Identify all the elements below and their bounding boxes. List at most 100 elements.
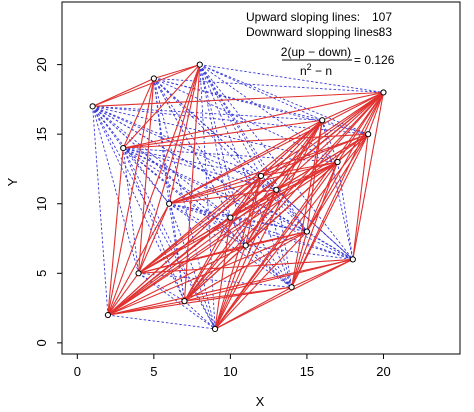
upward-line: [138, 161, 338, 274]
upward-line: [214, 175, 262, 330]
downward-line: [92, 106, 139, 274]
down-count-value: 83: [379, 25, 393, 39]
downward-line: [138, 272, 292, 288]
upward-line: [183, 64, 201, 302]
upward-line: [107, 286, 292, 316]
upward-line: [291, 161, 339, 288]
downward-line: [245, 245, 292, 288]
formula-numerator: 2(up − down): [281, 45, 351, 59]
upward-line: [153, 64, 200, 80]
downward-line: [184, 300, 216, 330]
formula-denominator: n2 − n: [300, 62, 332, 78]
upward-line: [183, 175, 262, 302]
upward-line: [168, 64, 201, 204]
downward-line: [92, 105, 231, 219]
upward-line: [275, 119, 323, 191]
downward-line: [337, 161, 354, 260]
upward-line: [107, 244, 246, 316]
data-point: [166, 200, 173, 207]
upward-line: [168, 91, 384, 205]
data-point: [120, 144, 127, 152]
upward-line: [306, 161, 339, 232]
y-tick-label: 10: [34, 197, 49, 211]
downward-line: [153, 78, 292, 288]
upward-line: [107, 189, 277, 316]
x-axis-title: X: [256, 394, 265, 409]
downward-line: [245, 245, 353, 260]
upward-line: [137, 78, 155, 274]
downward-line: [92, 105, 354, 260]
downward-line: [122, 147, 216, 330]
upward-line: [184, 286, 292, 302]
downward-line: [199, 64, 338, 163]
plot-frame: [61, 1, 461, 355]
downward-line: [122, 147, 292, 288]
downward-line: [168, 203, 185, 302]
upward-line: [107, 78, 155, 316]
upward-line: [229, 175, 262, 218]
upward-line: [183, 217, 231, 302]
data-point: [181, 298, 188, 305]
downward-line: [122, 147, 231, 219]
upward-line: [184, 258, 353, 302]
upward-line: [214, 258, 354, 330]
y-axis-title: Y: [5, 177, 20, 186]
upward-line: [352, 92, 385, 260]
upward-line: [229, 119, 323, 219]
downward-line: [92, 106, 170, 205]
downward-line: [122, 148, 139, 274]
data-point: [211, 325, 219, 333]
upward-line: [291, 231, 308, 288]
upward-line: [107, 64, 201, 316]
upward-line: [245, 231, 308, 247]
upward-line: [291, 92, 384, 288]
upward-line: [138, 203, 170, 274]
downward-line: [199, 64, 231, 218]
y-tick-label: 0: [34, 339, 49, 346]
data-point: [257, 172, 265, 180]
downward-line: [199, 64, 369, 135]
data-point: [196, 61, 203, 68]
upward-line: [168, 175, 262, 205]
down-count-label: Downward slopping lines:: [246, 25, 382, 39]
data-point: [242, 242, 249, 249]
downward-line: [153, 78, 369, 135]
downward-line: [199, 64, 308, 232]
upward-line: [276, 161, 338, 191]
upward-line: [168, 119, 323, 205]
y-tick-label: 5: [34, 270, 49, 277]
upward-line: [184, 189, 277, 302]
upward-line: [92, 78, 155, 107]
data-point: [227, 214, 234, 221]
downward-line: [230, 217, 308, 233]
data-point: [150, 75, 157, 82]
downward-line: [122, 147, 246, 246]
downward-line: [92, 106, 109, 316]
upward-line: [214, 245, 247, 330]
upward-line: [184, 231, 308, 302]
downward-line: [153, 78, 338, 163]
upward-line: [123, 91, 384, 149]
data-point: [380, 89, 387, 96]
upward-line: [138, 91, 384, 274]
upward-line: [306, 120, 323, 232]
x-tick-label: 15: [300, 364, 314, 379]
up-count-value: 107: [372, 10, 392, 24]
y-tick-label: 20: [34, 57, 49, 71]
downward-line: [92, 105, 277, 191]
formula-denominator-exp: 2: [307, 62, 312, 72]
upward-line: [169, 189, 277, 205]
upward-line: [337, 133, 369, 163]
data-point: [89, 103, 96, 110]
x-tick-label: 5: [150, 364, 157, 379]
upward-line: [291, 120, 323, 288]
downward-line: [275, 189, 293, 288]
data-point: [288, 284, 295, 291]
data-point: [303, 228, 311, 235]
upward-line: [291, 258, 354, 288]
up-count-label: Upward sloping lines:: [246, 10, 360, 24]
data-point: [273, 186, 280, 193]
upward-line: [107, 148, 124, 316]
data-point: [319, 117, 326, 124]
downward-line: [107, 314, 216, 330]
